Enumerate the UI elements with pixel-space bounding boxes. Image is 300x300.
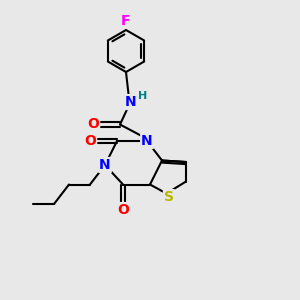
Text: N: N xyxy=(141,134,153,148)
Text: N: N xyxy=(125,95,136,109)
Text: H: H xyxy=(138,91,147,101)
Text: S: S xyxy=(164,190,174,204)
Text: O: O xyxy=(87,118,99,131)
Text: O: O xyxy=(84,134,96,148)
Text: F: F xyxy=(121,14,131,28)
Text: N: N xyxy=(99,158,111,172)
Text: O: O xyxy=(117,203,129,217)
